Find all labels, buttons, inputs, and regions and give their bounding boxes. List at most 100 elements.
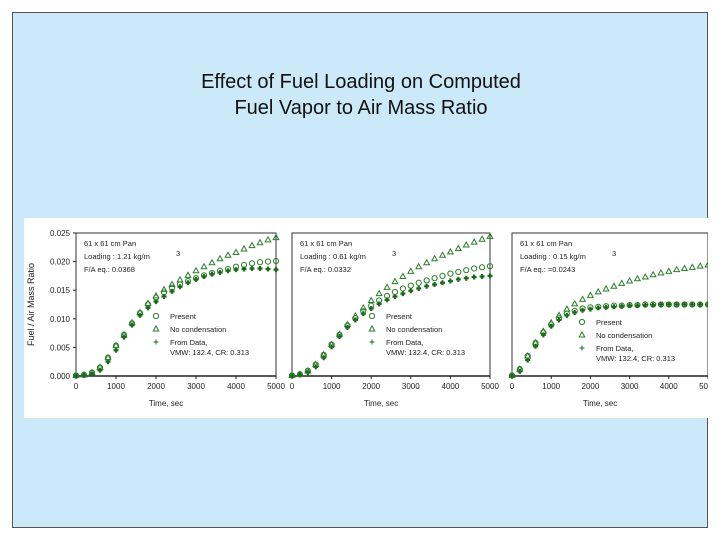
data-point-from-data bbox=[634, 303, 640, 309]
x-axis-label: Time, sec bbox=[583, 399, 617, 408]
data-point-from-data bbox=[137, 312, 143, 318]
data-point-no-condensation bbox=[563, 305, 571, 312]
data-point-present bbox=[447, 270, 454, 277]
info-text: 61 x 61 cm Pan bbox=[84, 239, 136, 248]
legend-marker-triangle bbox=[368, 324, 376, 332]
data-point-from-data bbox=[533, 343, 539, 349]
data-point-from-data bbox=[321, 355, 327, 361]
data-point-from-data bbox=[201, 273, 207, 279]
x-tick-label: 3000 bbox=[621, 382, 639, 391]
x-tick-label: 4000 bbox=[227, 382, 245, 391]
legend-text: No condensation bbox=[596, 331, 652, 340]
data-point-present bbox=[486, 263, 494, 270]
data-point-from-data bbox=[376, 301, 382, 307]
data-point-from-data bbox=[344, 324, 350, 330]
data-point-from-data bbox=[447, 278, 453, 284]
data-point-from-data bbox=[185, 280, 191, 286]
data-point-from-data bbox=[233, 267, 239, 273]
data-point-from-data bbox=[73, 373, 79, 379]
data-point-present bbox=[689, 301, 696, 308]
data-point-no-condensation bbox=[248, 241, 256, 249]
data-point-present bbox=[415, 279, 422, 286]
data-point-no-condensation bbox=[359, 303, 367, 311]
data-point-present bbox=[665, 301, 672, 308]
x-axis-label: Time, sec bbox=[149, 399, 183, 408]
x-tick-label: 4000 bbox=[660, 382, 678, 391]
data-point-no-condensation bbox=[625, 277, 634, 284]
data-point-from-data bbox=[595, 305, 601, 311]
x-tick-label: 3000 bbox=[402, 382, 420, 391]
data-point-from-data bbox=[674, 302, 680, 307]
data-point-from-data bbox=[587, 306, 593, 312]
data-point-no-condensation bbox=[264, 235, 272, 243]
data-point-no-condensation bbox=[430, 254, 439, 262]
data-point-from-data bbox=[337, 334, 343, 340]
x-tick-label: 2000 bbox=[147, 382, 165, 391]
data-point-from-data bbox=[249, 265, 255, 271]
data-point-no-condensation bbox=[391, 277, 399, 285]
info-text: Loading : 0.61 kg/m bbox=[300, 252, 366, 261]
data-point-from-data bbox=[273, 267, 279, 273]
data-point-present bbox=[478, 264, 486, 271]
data-point-from-data bbox=[400, 291, 406, 297]
slide: Effect of Fuel Loading on Computed Fuel … bbox=[12, 12, 708, 528]
data-point-from-data bbox=[265, 266, 271, 272]
data-point-from-data bbox=[241, 266, 247, 272]
data-point-from-data bbox=[209, 271, 215, 277]
data-point-no-condensation bbox=[176, 275, 184, 283]
data-point-no-condensation bbox=[571, 299, 579, 307]
data-point-no-condensation bbox=[407, 267, 415, 274]
chart-figure: Fuel / Air Mass Ratio 0 1000 2000 3000 4000 50… bbox=[18, 218, 708, 418]
plot-frame-middle bbox=[291, 232, 491, 377]
legend-text: Present bbox=[596, 318, 623, 327]
data-point-from-data bbox=[540, 332, 546, 338]
data-point-from-data bbox=[439, 280, 445, 286]
data-point-no-condensation bbox=[602, 285, 610, 292]
data-point-from-data bbox=[352, 317, 358, 323]
data-point-no-condensation bbox=[486, 232, 494, 239]
x-tick-label: 2000 bbox=[582, 382, 600, 391]
data-point-present bbox=[681, 301, 688, 308]
data-point-no-condensation bbox=[184, 271, 192, 278]
data-point-from-data bbox=[153, 299, 159, 305]
x-tick-label: 0 bbox=[510, 382, 515, 391]
data-point-from-data bbox=[564, 312, 570, 318]
data-point-no-condensation bbox=[272, 233, 280, 241]
data-point-no-condensation bbox=[112, 341, 120, 349]
x-tick-label: 4000 bbox=[442, 382, 460, 391]
data-point-from-data bbox=[129, 322, 135, 328]
data-point-present bbox=[673, 301, 680, 308]
data-point-no-condensation bbox=[375, 289, 383, 297]
data-point-present bbox=[704, 301, 708, 308]
data-point-no-condensation bbox=[633, 274, 642, 282]
data-point-no-condensation bbox=[415, 262, 423, 270]
legend-text: VMW: 132.4, CR: 0.313 bbox=[596, 354, 675, 363]
data-point-from-data bbox=[121, 334, 127, 340]
data-point-no-condensation bbox=[383, 283, 391, 290]
data-point-no-condensation bbox=[152, 291, 160, 299]
data-point-from-data bbox=[193, 276, 199, 282]
x-tick-label: 1000 bbox=[323, 382, 341, 391]
data-point-from-data bbox=[384, 297, 390, 303]
info-superscript: 3 bbox=[612, 249, 616, 258]
data-point-from-data bbox=[289, 373, 295, 379]
data-point-from-data bbox=[297, 372, 303, 378]
legend-marker-circle bbox=[368, 312, 376, 320]
data-point-from-data bbox=[432, 281, 438, 287]
data-point-from-data bbox=[619, 303, 625, 309]
data-point-from-data bbox=[471, 274, 477, 280]
data-point-no-condensation bbox=[594, 287, 602, 295]
data-point-from-data bbox=[225, 268, 231, 274]
data-point-from-data bbox=[81, 372, 87, 378]
chart-svg: Fuel / Air Mass Ratio 0 1000 2000 3000 4000 50… bbox=[24, 218, 708, 418]
data-point-no-condensation bbox=[555, 311, 563, 318]
legend-text: Present bbox=[170, 312, 197, 321]
data-point-from-data bbox=[705, 302, 708, 307]
data-point-from-data bbox=[368, 306, 374, 312]
data-point-from-data bbox=[642, 302, 648, 308]
data-point-present bbox=[264, 258, 272, 265]
x-tick-label: 0 bbox=[74, 382, 79, 391]
data-point-no-condensation bbox=[438, 251, 447, 258]
data-point-present bbox=[431, 275, 438, 282]
data-point-no-condensation bbox=[696, 262, 704, 269]
